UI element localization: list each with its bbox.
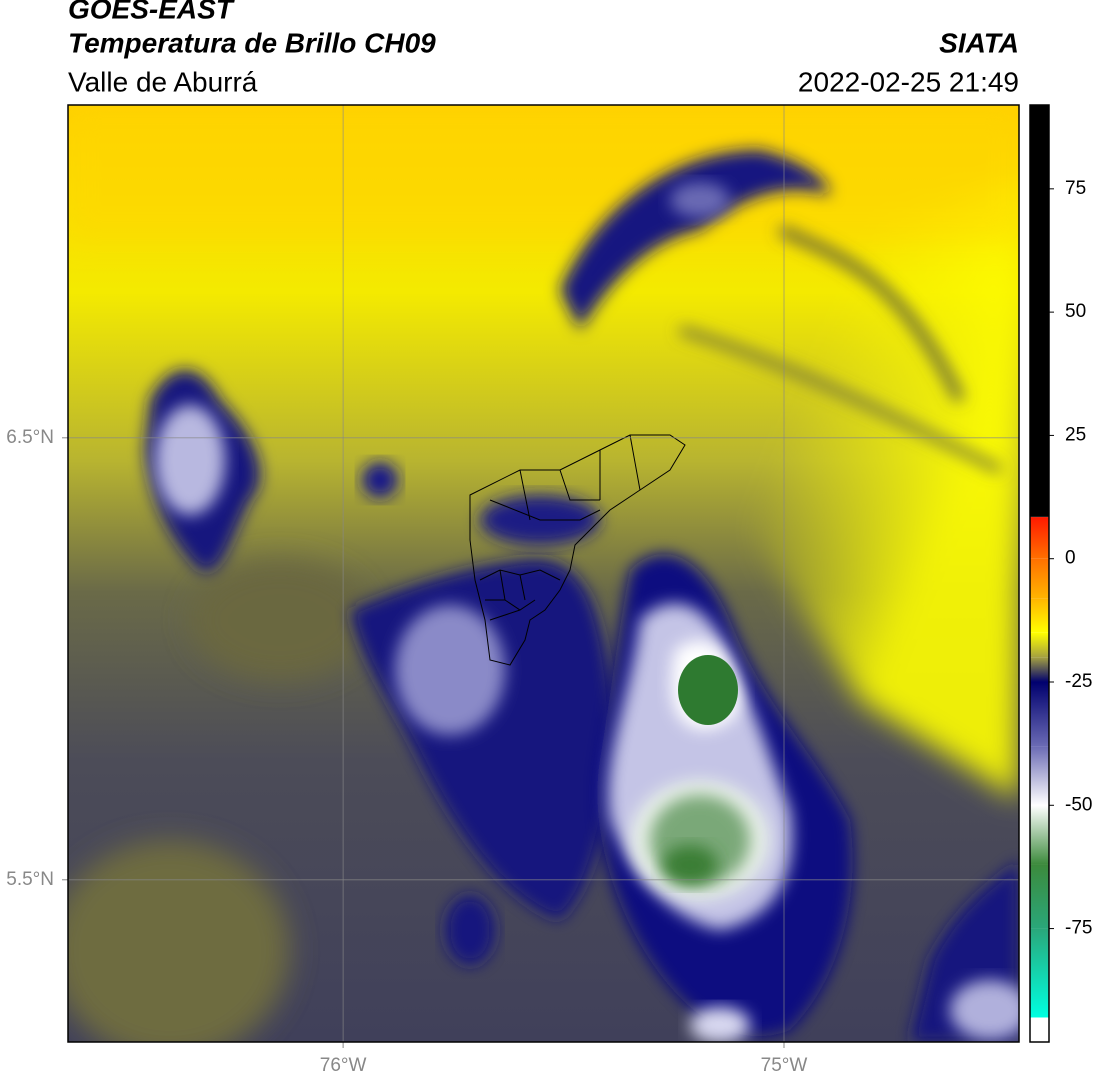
colorbar-segment: [1030, 657, 1049, 682]
grid: [62, 105, 1019, 1048]
x-tick-label: 76°W: [320, 1055, 367, 1076]
region: Valle de Aburrá: [68, 66, 258, 97]
colorbar-segment: [1030, 928, 1049, 1018]
cloud-core: [155, 405, 225, 515]
colorbar-tick-label: 25: [1065, 424, 1086, 445]
boundary: [469, 434, 686, 666]
colorbar-segment: [1030, 1017, 1049, 1018]
subtitle: Temperatura de Brillo CH09: [68, 27, 436, 58]
cloud-streak: [778, 225, 965, 403]
boundary: [489, 434, 641, 521]
colorbar-segment: [1030, 517, 1049, 559]
cloud-core: [950, 980, 1019, 1040]
title: GOES-EAST: [68, 0, 236, 24]
cold-top: [678, 655, 738, 725]
colorbar: [1030, 105, 1054, 1042]
cloud-cell: [445, 895, 495, 965]
colorbar-tick-label: -75: [1065, 918, 1092, 939]
olive-patch: [68, 840, 290, 1042]
colorbar-segment: [1030, 864, 1049, 929]
x-tick-label: 75°W: [761, 1055, 808, 1076]
cloud-cell: [690, 1007, 750, 1042]
cloud-cell: [362, 462, 398, 498]
source: SIATA: [939, 27, 1019, 58]
cloud-core: [395, 605, 505, 735]
colorbar-tick-label: 75: [1065, 178, 1086, 199]
plot-frame: [67, 104, 1020, 1043]
colorbar-tick-label: -25: [1065, 671, 1092, 692]
colorbar-segment: [1030, 1017, 1049, 1042]
colorbar-segment: [1030, 681, 1049, 747]
cloud-arc: [560, 150, 830, 330]
boundaries: [469, 434, 686, 666]
colorbar-segment: [1030, 516, 1049, 518]
colorbar-segment: [1030, 805, 1049, 865]
timestamp: 2022-02-25 21:49: [798, 66, 1019, 97]
colorbar-segment: [1030, 598, 1049, 633]
y-tick-label: 6.5°N: [6, 427, 54, 448]
colorbar-segment: [1030, 558, 1049, 599]
map-field: [68, 105, 1019, 1042]
colorbar-tick-label: -50: [1065, 794, 1092, 815]
warm-band: [68, 105, 1019, 240]
colorbar-tick-label: 50: [1065, 301, 1086, 322]
colorbar-tick-label: 0: [1065, 548, 1076, 569]
y-tick-label: 5.5°N: [6, 869, 54, 890]
cold-top: [662, 845, 718, 885]
olive-patch: [190, 560, 370, 680]
colorbar-segment: [1030, 632, 1049, 658]
cloud-streak: [678, 326, 1002, 474]
boundary: [479, 569, 561, 621]
colorbar-segment: [1030, 746, 1049, 806]
cloud-core: [670, 182, 730, 218]
colorbar-segment: [1030, 105, 1049, 517]
colorbar-frame: [1029, 104, 1050, 1043]
